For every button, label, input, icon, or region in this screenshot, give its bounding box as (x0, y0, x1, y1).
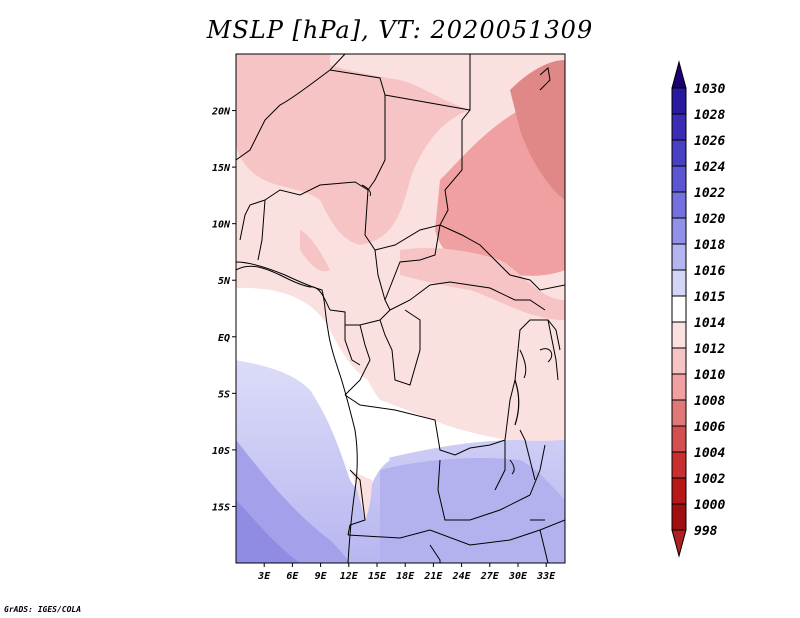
y-tick-label: EQ (218, 333, 230, 344)
chart-title: MSLP [hPa], VT: 2020051309 (206, 16, 594, 44)
colorbar-label: 998 (694, 524, 718, 539)
colorbar-segment (671, 295, 687, 323)
y-tick-label: 15N (212, 163, 231, 174)
x-tick-label: 15E (368, 571, 387, 582)
colorbar-segment (671, 217, 687, 245)
x-tick-label: 27E (480, 571, 500, 582)
colorbar-segment (671, 399, 687, 427)
x-tick-label: 33E (536, 571, 556, 582)
colorbar-label: 1020 (694, 212, 725, 227)
x-tick-label: 30E (508, 571, 528, 582)
x-tick-label: 9E (315, 571, 328, 582)
colorbar-label: 1014 (694, 316, 725, 331)
colorbar-segment (671, 139, 687, 167)
colorbar-label: 1026 (694, 134, 725, 149)
x-tick-label: 24E (452, 571, 472, 582)
colorbar-segment (671, 87, 687, 115)
colorbar-label: 1015 (694, 290, 725, 305)
pressure-field (236, 54, 565, 563)
x-axis: 3E 6E 9E 12E 15E 18E 21E 24E 27E 30E 33E (257, 563, 556, 582)
y-axis: 20N 15N 10N 5N EQ 5S 10S 15S (211, 107, 236, 513)
y-tick-label: 10S (212, 446, 230, 457)
y-tick-label: 20N (211, 107, 231, 118)
colorbar-segment (671, 165, 687, 193)
colorbar-label: 1002 (694, 472, 725, 487)
x-tick-label: 12E (340, 571, 359, 582)
colorbar-label: 1028 (694, 108, 725, 123)
colorbar-segment (671, 425, 687, 453)
colorbar-segment (671, 347, 687, 375)
y-tick-label: 10N (212, 220, 231, 231)
colorbar-label: 1018 (694, 238, 725, 253)
colorbar-label: 1030 (694, 82, 725, 97)
y-tick-label: 5N (218, 276, 231, 287)
colorbar-label: 1008 (694, 394, 725, 409)
x-tick-label: 18E (396, 571, 415, 582)
x-tick-label: 6E (286, 571, 299, 582)
colorbar-label: 1022 (694, 186, 725, 201)
colorbar-label: 1004 (694, 446, 725, 461)
colorbar-label: 1000 (694, 498, 725, 513)
colorbar-segment (671, 321, 687, 349)
coastline (236, 261, 358, 563)
colorbar-bottom-arrow (671, 529, 687, 558)
credit-label: GrADS: IGES/COLA (4, 605, 82, 614)
y-tick-label: 15S (212, 502, 230, 513)
colorbar-segment (671, 503, 687, 531)
colorbar-label: 1024 (694, 160, 725, 175)
country-borders (236, 54, 565, 563)
colorbar-segment (671, 243, 687, 271)
x-tick-label: 21E (423, 571, 443, 582)
colorbar-segment (671, 113, 687, 141)
colorbar-label: 1016 (694, 264, 725, 279)
colorbar-segment (671, 373, 687, 401)
colorbar-segment (671, 269, 687, 297)
y-tick-label: 5S (218, 389, 230, 400)
colorbar-label: 1006 (694, 420, 725, 435)
colorbar-label: 1010 (694, 368, 725, 383)
colorbar-top-arrow (671, 60, 687, 89)
colorbar: 1030 1028 1026 1024 1022 1020 1018 1016 1015 1014… (671, 60, 725, 558)
colorbar-segment (671, 477, 687, 505)
map-frame (235, 53, 566, 564)
x-tick-label: 3E (257, 571, 271, 582)
colorbar-segment (671, 451, 687, 479)
colorbar-label: 1012 (694, 342, 725, 357)
colorbar-segment (671, 191, 687, 219)
